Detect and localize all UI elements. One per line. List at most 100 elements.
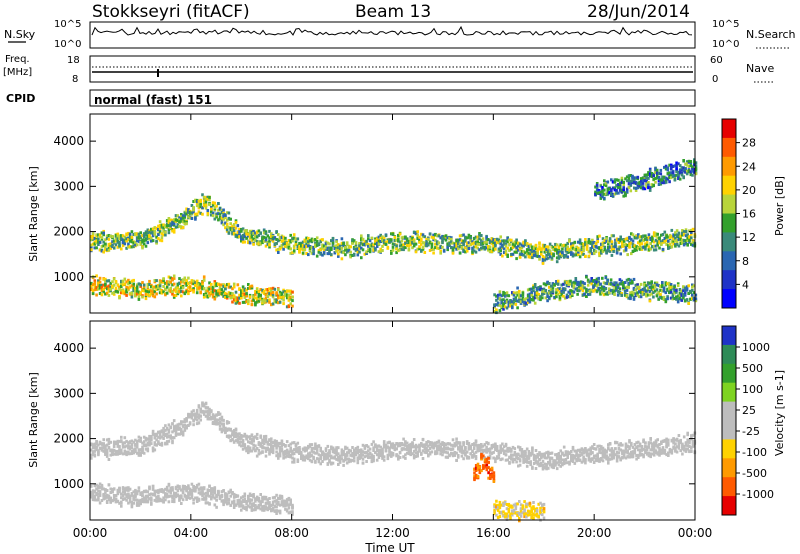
scatter-cell	[377, 448, 381, 452]
scatter-cell	[648, 171, 652, 175]
scatter-cell	[515, 246, 518, 250]
scatter-cell	[552, 246, 555, 250]
scatter-cell	[243, 446, 247, 450]
scatter-cell	[349, 245, 352, 249]
scatter-cell	[317, 457, 321, 461]
scatter-cell	[234, 427, 238, 431]
scatter-cell	[151, 231, 155, 235]
scatter-cell	[241, 300, 245, 304]
scatter-cell	[543, 258, 547, 262]
scatter-cell	[107, 237, 111, 241]
scatter-cell	[202, 404, 206, 408]
scatter-cell	[632, 296, 636, 299]
scatter-cell	[326, 454, 330, 458]
scatter-cell	[234, 299, 238, 303]
scatter-cell	[264, 299, 268, 303]
scatter-cell	[120, 238, 123, 241]
scatter-cell	[229, 296, 232, 300]
scatter-cell	[629, 189, 633, 193]
scatter-cell	[448, 241, 451, 245]
scatter-cell	[393, 447, 397, 451]
scatter-cell	[384, 444, 388, 448]
scatter-cell	[202, 275, 206, 279]
scatter-cell	[248, 231, 252, 235]
scatter-cell	[104, 286, 107, 289]
scatter-cell	[372, 459, 375, 463]
scatter-cell	[291, 237, 294, 241]
scatter-cell	[213, 416, 217, 420]
scatter-cell	[183, 418, 187, 422]
scatter-cell	[501, 243, 504, 247]
scatter-cell	[282, 290, 285, 294]
scatter-cell	[315, 240, 319, 243]
scatter-cell	[224, 426, 227, 430]
scatter-cell	[169, 290, 172, 294]
scatter-cell	[435, 240, 439, 244]
scatter-cell	[495, 303, 498, 307]
scatter-cell	[90, 287, 93, 291]
scatter-cell	[261, 239, 264, 242]
scatter-cell	[254, 292, 257, 296]
scatter-cell	[225, 218, 229, 222]
scatter-cell	[160, 236, 164, 240]
scatter-cell	[497, 238, 501, 242]
scatter-cell	[144, 438, 148, 442]
scatter-cell	[349, 255, 352, 259]
scatter-cell	[224, 291, 227, 295]
scatter-cell	[647, 181, 650, 184]
scatter-cell	[287, 453, 291, 457]
scatter-cell	[337, 462, 340, 466]
scatter-cell	[682, 230, 686, 234]
scatter-cell	[252, 242, 255, 246]
scatter-cell	[121, 244, 125, 248]
scatter-cell	[358, 453, 361, 457]
scatter-cell	[97, 240, 100, 244]
scatter-cell	[382, 440, 386, 444]
scatter-cell	[572, 281, 576, 285]
scatter-cell	[238, 233, 241, 237]
scatter-cell	[690, 228, 693, 232]
scatter-cell	[112, 283, 116, 287]
scatter-cell	[128, 239, 132, 243]
scatter-cell	[690, 236, 693, 240]
scatter-cell	[118, 449, 121, 453]
scatter-cell	[188, 285, 192, 289]
scatter-cell	[626, 253, 629, 257]
scatter-cell	[234, 431, 238, 435]
scatter-cell	[264, 454, 268, 458]
scatter-cell	[116, 442, 120, 446]
scatter-cell	[347, 246, 351, 250]
scatter-cell	[167, 282, 171, 286]
scatter-cell	[540, 252, 543, 256]
scatter-cell	[349, 250, 352, 254]
scatter-cell	[566, 241, 569, 245]
scatter-cell	[118, 287, 121, 291]
scatter-cell	[100, 244, 104, 248]
scatter-cell	[250, 284, 254, 288]
scatter-cell	[372, 248, 375, 252]
scatter-cell	[615, 288, 618, 292]
scatter-cell	[488, 250, 492, 254]
scatter-cell	[603, 239, 607, 242]
scatter-cell	[360, 452, 363, 456]
scatter-cell	[444, 234, 448, 238]
scatter-cell	[543, 243, 547, 247]
scatter-cell	[420, 239, 423, 243]
scatter-cell	[391, 452, 395, 455]
scatter-cell	[199, 200, 202, 203]
scatter-cell	[499, 240, 502, 244]
scatter-cell	[130, 284, 134, 288]
scatter-cell	[404, 453, 407, 457]
scatter-cell	[162, 279, 165, 282]
scatter-cell	[137, 290, 141, 294]
scatter-cell	[677, 244, 681, 248]
scatter-cell	[661, 296, 664, 300]
scatter-cell	[118, 445, 121, 448]
scatter-cell	[181, 216, 185, 220]
scatter-cell	[681, 231, 684, 235]
scatter-cell	[558, 296, 562, 300]
scatter-cell	[174, 426, 178, 430]
scatter-cell	[660, 233, 663, 237]
scatter-cell	[523, 298, 526, 302]
scatter-cell	[264, 296, 268, 300]
